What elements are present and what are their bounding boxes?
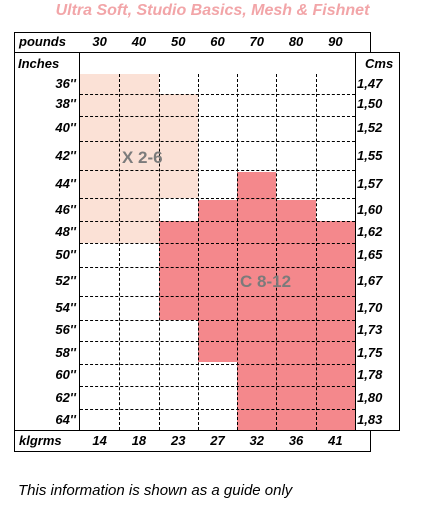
inches-value: 58'' (55, 345, 76, 360)
kg-value: 41 (328, 433, 343, 448)
pounds-value: 70 (249, 34, 265, 49)
zone-x-area (80, 198, 120, 243)
inches-value: 48'' (55, 224, 76, 239)
footnote: This information is shown as a guide onl… (18, 482, 293, 499)
grid-hline (80, 386, 355, 387)
zone-c-area (197, 200, 316, 221)
kg-value: 27 (210, 433, 225, 448)
inches-value: 40'' (55, 120, 76, 135)
pounds-label: pounds (19, 34, 66, 49)
grid-vline (237, 74, 239, 430)
cms-value: 1,65 (357, 247, 383, 262)
inches-value: 60'' (55, 367, 76, 382)
kg-value: 36 (288, 433, 304, 448)
kg-label: klgrms (19, 433, 62, 448)
kg-value: 23 (170, 433, 186, 448)
cms-value: 1,73 (357, 322, 383, 337)
chart-title: Ultra Soft, Studio Basics, Mesh & Fishne… (55, 2, 370, 19)
grid-hline (80, 221, 355, 222)
grid-hline (80, 364, 355, 365)
kg-value: 32 (249, 433, 265, 448)
grid-hline (80, 320, 355, 321)
grid-vline (276, 74, 278, 430)
cms-value: 1,67 (357, 273, 383, 288)
cms-value: 1,78 (357, 367, 383, 382)
cms-value: 1,83 (357, 412, 383, 427)
grid-vline (158, 74, 160, 430)
inches-value: 36'' (55, 76, 76, 91)
zone-x-area (119, 198, 159, 243)
pounds-value: 60 (210, 34, 225, 49)
inches-value: 54'' (55, 300, 76, 315)
grid-hline (80, 141, 355, 142)
grid-hline (80, 341, 355, 342)
inches-value: 42'' (55, 148, 76, 163)
zone-c-label: C 8-12 (240, 272, 292, 291)
zone-c-area (237, 362, 355, 430)
cms-value: 1,75 (357, 345, 383, 360)
inches-value: 64'' (55, 412, 76, 427)
zone-c-area (158, 221, 355, 320)
cms-label: Cms (365, 56, 394, 71)
cms-value: 1,52 (357, 120, 383, 135)
cms-value: 1,80 (357, 390, 383, 405)
grid-vline (315, 74, 317, 430)
cms-value: 1,60 (357, 202, 383, 217)
pounds-value: 40 (131, 34, 147, 49)
inches-value: 38'' (55, 96, 76, 111)
cms-value: 1,50 (357, 96, 383, 111)
grid-vline (119, 74, 121, 430)
header-row-box (14, 32, 371, 53)
pounds-value: 50 (170, 34, 186, 49)
grid-hline (80, 94, 355, 95)
zone-c-area (237, 172, 277, 200)
grid-hline (80, 198, 355, 199)
cms-value: 1,47 (357, 76, 383, 91)
grid-hline (80, 116, 355, 117)
grid-hline (80, 170, 355, 171)
inches-value: 50'' (55, 247, 76, 262)
grid-vline (197, 74, 199, 430)
inches-value: 44'' (55, 176, 76, 191)
inches-value: 46'' (55, 202, 76, 217)
grid-hline (80, 267, 355, 268)
cms-value: 1,55 (357, 148, 383, 163)
cms-value: 1,57 (357, 176, 383, 191)
inches-value: 52'' (55, 273, 76, 288)
kg-row-box (14, 430, 371, 452)
pounds-value: 30 (92, 34, 107, 49)
pounds-value: 90 (328, 34, 343, 49)
cms-value: 1,62 (357, 224, 383, 239)
grid-hline (80, 243, 355, 244)
grid-hline (80, 296, 355, 297)
inches-value: 62'' (55, 390, 76, 405)
zone-x-label: X 2-6 (122, 148, 163, 167)
zone-x-area (158, 94, 198, 198)
cms-column-box (355, 52, 400, 431)
grid-hline (80, 409, 355, 410)
inches-value: 56'' (55, 322, 76, 337)
pounds-value: 80 (288, 34, 304, 49)
cms-value: 1,70 (357, 300, 383, 315)
inches-label: Inches (18, 56, 60, 71)
kg-value: 14 (92, 433, 107, 448)
kg-value: 18 (131, 433, 147, 448)
